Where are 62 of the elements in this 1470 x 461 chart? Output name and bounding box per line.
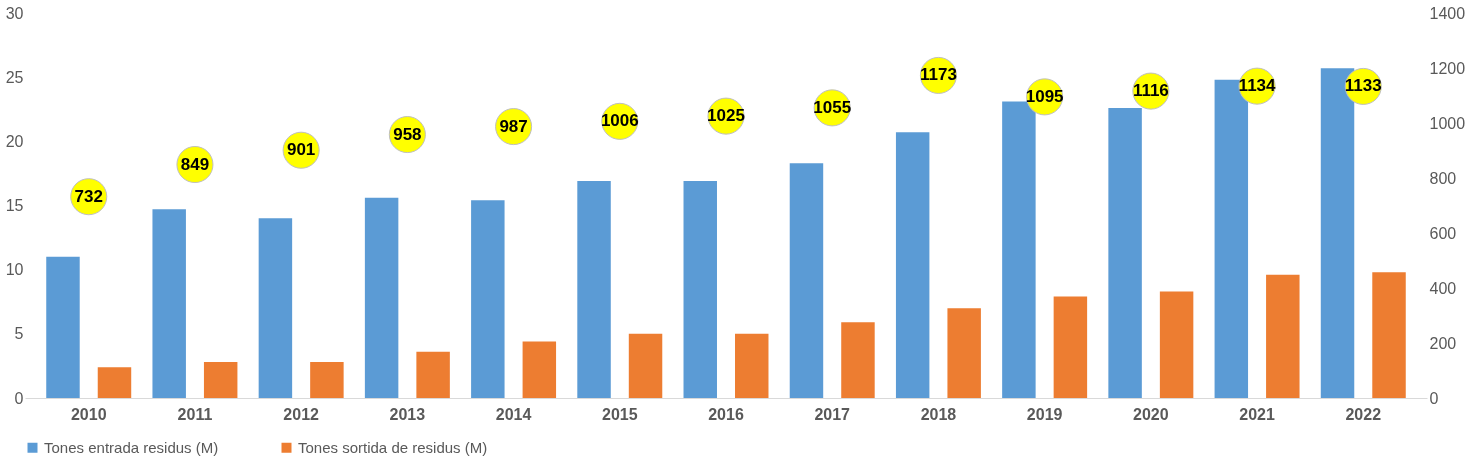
bar	[841, 322, 875, 398]
y2-tick-label: 400	[1429, 279, 1457, 297]
data-label: 732	[74, 186, 103, 206]
data-label: 1116	[1132, 81, 1169, 101]
y2-tick-label: 800	[1429, 169, 1457, 187]
data-label: 987	[499, 116, 528, 136]
y2-tick-label: 200	[1429, 334, 1457, 352]
y-tick-label: 5	[14, 325, 24, 343]
bar	[1159, 291, 1194, 398]
x-tick-label: 2017	[814, 405, 851, 423]
x-tick-label: 2020	[1133, 405, 1169, 423]
bar	[1108, 107, 1142, 398]
bar	[258, 218, 293, 398]
y2-tick-label: 1400	[1429, 4, 1466, 22]
data-label: 901	[286, 140, 316, 160]
y-tick-label: 0	[14, 389, 24, 407]
y-tick-label: 20	[5, 132, 24, 150]
bar	[97, 367, 132, 398]
x-tick-label: 2021	[1239, 405, 1275, 423]
legend-label: Tones entrada residus (M)	[44, 438, 219, 456]
x-tick-label: 2013	[389, 405, 426, 423]
x-tick-label: 2012	[283, 405, 320, 423]
y-tick-label: 15	[5, 197, 24, 214]
bar	[310, 362, 344, 398]
x-tick-label: 2014	[495, 405, 532, 423]
bar	[1372, 272, 1406, 398]
data-label: 849	[180, 154, 210, 174]
bar	[735, 333, 769, 398]
bar	[46, 256, 80, 398]
y2-tick-label: 600	[1429, 224, 1457, 242]
bar	[895, 132, 930, 398]
x-tick-label: 2019	[1026, 405, 1063, 423]
bar	[683, 181, 717, 398]
y2-tick-label: 1000	[1429, 114, 1466, 132]
bar	[628, 333, 663, 398]
data-label: 958	[393, 124, 422, 144]
y-tick-label: 30	[5, 4, 24, 22]
bar	[1002, 101, 1036, 398]
bar	[1053, 296, 1088, 398]
bar	[577, 181, 611, 398]
y-tick-label: 10	[5, 261, 24, 279]
x-tick-label: 2022	[1345, 405, 1382, 423]
bar	[789, 163, 824, 398]
bar	[947, 308, 981, 398]
x-tick-label: 2016	[708, 405, 744, 423]
data-label: 1006	[600, 111, 639, 131]
bar	[1266, 274, 1300, 398]
legend-label: Tones sortida de residus (M)	[298, 438, 488, 456]
y2-tick-label: 0	[1429, 389, 1439, 407]
x-tick-label: 2010	[70, 405, 107, 423]
bar	[471, 200, 505, 398]
bar	[203, 362, 238, 398]
y2-tick-label: 1200	[1429, 59, 1466, 77]
data-label: 1133	[1344, 76, 1382, 96]
bar	[152, 209, 186, 398]
x-tick-label: 2011	[177, 405, 213, 423]
x-tick-label: 2018	[920, 405, 957, 423]
bar	[522, 341, 557, 398]
bar	[364, 197, 399, 398]
y-tick-label: 25	[5, 68, 24, 86]
x-tick-label: 2015	[601, 405, 638, 423]
bar	[416, 351, 450, 398]
